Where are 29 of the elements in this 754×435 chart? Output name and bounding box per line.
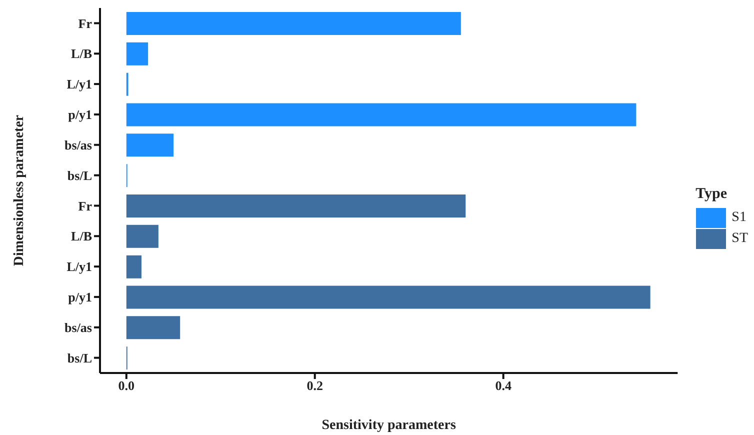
- bar: [126, 224, 158, 248]
- y-tick-label: L/y1: [66, 259, 92, 274]
- legend-label: ST: [730, 230, 748, 248]
- bar: [126, 103, 636, 126]
- y-tick-label: p/y1: [68, 107, 92, 122]
- legend-title: Type: [696, 186, 728, 203]
- y-tick-label: bs/L: [67, 168, 92, 183]
- bar: [126, 316, 180, 340]
- x-tick-label: 0.2: [306, 378, 323, 394]
- y-tick-label: Fr: [78, 16, 92, 31]
- y-tick-label: L/y1: [66, 76, 92, 92]
- y-tick-label: bs/as: [64, 320, 92, 335]
- y-tick-label: L/B: [71, 228, 92, 244]
- bar: [126, 255, 142, 278]
- x-tick-label: 0.0: [118, 378, 135, 394]
- legend-label: S1: [730, 208, 748, 226]
- y-tick-label: L/B: [71, 46, 92, 62]
- x-tick-label: 0.4: [495, 378, 512, 394]
- bar: [126, 194, 466, 218]
- y-tick-label: p/y1: [68, 290, 92, 305]
- bar: [126, 42, 148, 66]
- bar: [126, 286, 650, 309]
- bar: [126, 12, 461, 35]
- y-axis-title: Dimensionless parameter: [12, 114, 27, 266]
- y-tick-label: bs/as: [64, 137, 92, 152]
- y-tick-label: bs/L: [67, 350, 92, 366]
- x-axis-title: Sensitivity parameters: [322, 418, 456, 433]
- bar: [126, 134, 174, 157]
- y-tick-label: Fr: [78, 198, 92, 214]
